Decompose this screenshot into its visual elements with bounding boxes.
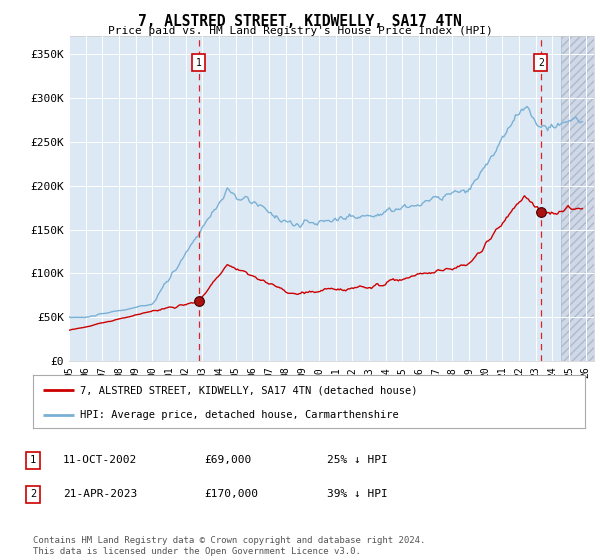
Text: 21-APR-2023: 21-APR-2023 [63,489,137,500]
Text: 2: 2 [30,489,36,500]
Text: 25% ↓ HPI: 25% ↓ HPI [327,455,388,465]
Text: Contains HM Land Registry data © Crown copyright and database right 2024.
This d: Contains HM Land Registry data © Crown c… [33,536,425,556]
Text: 39% ↓ HPI: 39% ↓ HPI [327,489,388,500]
Text: 1: 1 [30,455,36,465]
Text: 7, ALSTRED STREET, KIDWELLY, SA17 4TN (detached house): 7, ALSTRED STREET, KIDWELLY, SA17 4TN (d… [80,385,418,395]
Bar [560,36,600,361]
Text: HPI: Average price, detached house, Carmarthenshire: HPI: Average price, detached house, Carm… [80,410,398,420]
Text: 1: 1 [196,58,202,68]
Text: £170,000: £170,000 [204,489,258,500]
Text: Price paid vs. HM Land Registry's House Price Index (HPI): Price paid vs. HM Land Registry's House … [107,26,493,36]
Text: 11-OCT-2002: 11-OCT-2002 [63,455,137,465]
Text: 7, ALSTRED STREET, KIDWELLY, SA17 4TN: 7, ALSTRED STREET, KIDWELLY, SA17 4TN [138,14,462,29]
Text: 2: 2 [538,58,544,68]
Text: £69,000: £69,000 [204,455,251,465]
